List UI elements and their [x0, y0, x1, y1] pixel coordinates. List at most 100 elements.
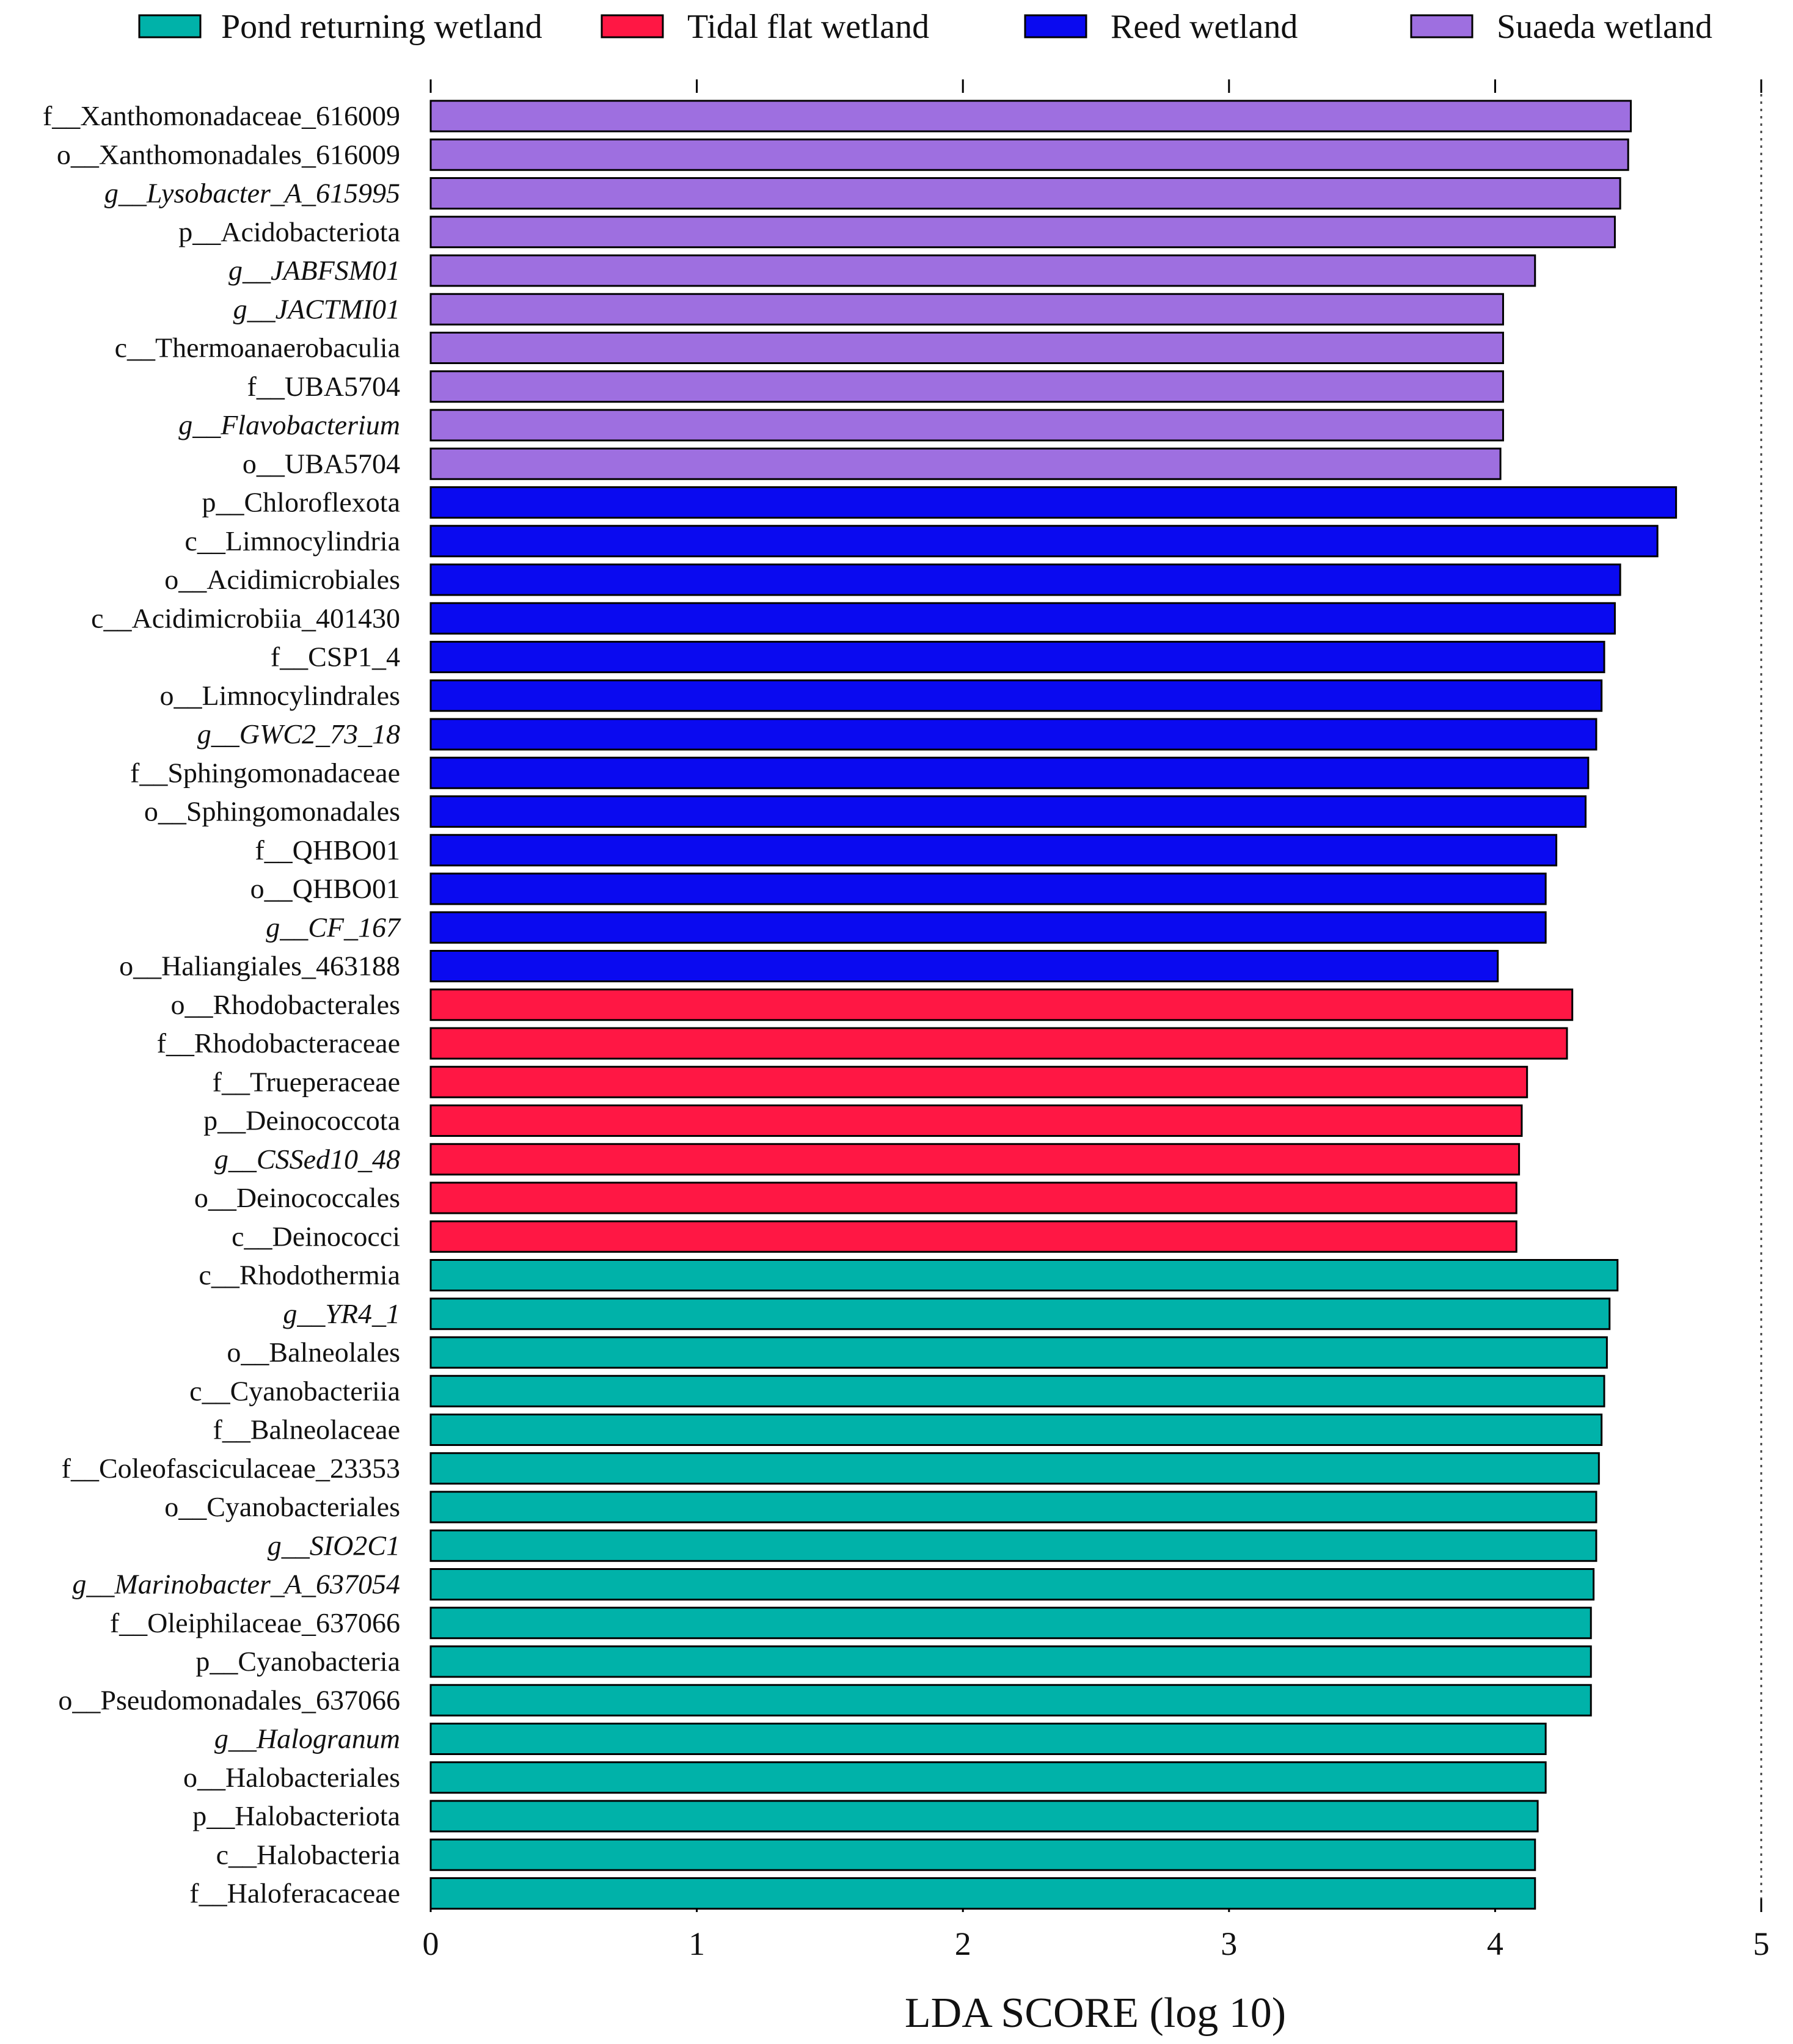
legend: Pond returning wetland Tidal flat wetland…	[138, 8, 1712, 46]
bar-o__Balneolales	[429, 1336, 1608, 1369]
legend-swatch-tidal	[601, 14, 664, 38]
bar-c__Deinococci	[429, 1220, 1517, 1253]
bar-o__Limnocylindrales	[429, 679, 1603, 712]
x-tick-label-5: 5	[1753, 1925, 1770, 1962]
bar-o__Halobacteriales	[429, 1761, 1547, 1794]
x-tick-label-0: 0	[423, 1925, 439, 1962]
bar-label-o__Pseudomonadales_637066: o__Pseudomonadales_637066	[58, 1684, 400, 1715]
bar-label-p__Cyanobacteria: p__Cyanobacteria	[195, 1646, 400, 1677]
bar-label-g__JABFSM01: g__JABFSM01	[228, 255, 400, 286]
bar-g__Flavobacterium	[429, 409, 1504, 442]
bar-o__QHBO01	[429, 872, 1547, 905]
x-tick-label-4: 4	[1487, 1925, 1503, 1962]
bar-f__Coleofasciculaceae_23353	[429, 1452, 1600, 1485]
bar-label-o__Deinococcales: o__Deinococcales	[194, 1182, 400, 1213]
bar-label-o__Xanthomonadales_616009: o__Xanthomonadales_616009	[57, 139, 400, 170]
bar-label-f__Trueperaceae: f__Trueperaceae	[213, 1066, 400, 1097]
bar-c__Rhodothermia	[429, 1259, 1619, 1291]
bar-label-f__Sphingomonadaceae: f__Sphingomonadaceae	[130, 757, 400, 788]
x-axis-title: LDA SCORE (log 10)	[905, 1990, 1286, 2037]
bar-label-p__Chloroflexota: p__Chloroflexota	[202, 487, 401, 518]
bar-label-c__Rhodothermia: c__Rhodothermia	[199, 1260, 400, 1291]
bar-label-p__Halobacteriota: p__Halobacteriota	[192, 1800, 400, 1831]
bar-label-c__Halobacteria: c__Halobacteria	[216, 1839, 400, 1870]
bar-label-g__Marinobacter_A_637054: g__Marinobacter_A_637054	[72, 1569, 400, 1600]
bar-p__Halobacteriota	[429, 1800, 1539, 1833]
bar-f__Balneolaceae	[429, 1414, 1603, 1446]
bar-label-f__CSP1_4: f__CSP1_4	[271, 641, 400, 673]
bar-g__Marinobacter_A_637054	[429, 1568, 1595, 1601]
bar-label-g__JACTMI01: g__JACTMI01	[233, 293, 400, 324]
bar-label-g__CF_167: g__CF_167	[266, 911, 401, 943]
legend-label-tidal: Tidal flat wetland	[687, 8, 929, 46]
bar-g__CSSed10_48	[429, 1143, 1521, 1176]
legend-swatch-suaeda	[1410, 14, 1473, 38]
bar-f__Sphingomonadaceae	[429, 756, 1590, 789]
bar-label-f__Haloferacaceae: f__Haloferacaceae	[189, 1878, 400, 1909]
bar-o__Sphingomonadales	[429, 795, 1587, 828]
bar-label-c__Deinococci: c__Deinococci	[232, 1221, 400, 1252]
bar-f__Xanthomonadaceae_616009	[429, 100, 1632, 133]
legend-swatch-reed	[1024, 14, 1087, 38]
bar-label-f__UBA5704: f__UBA5704	[247, 371, 400, 402]
bar-f__Oleiphilaceae_637066	[429, 1607, 1592, 1640]
bar-f__CSP1_4	[429, 641, 1605, 673]
bar-g__Lysobacter_A_615995	[429, 177, 1621, 210]
bar-o__Pseudomonadales_637066	[429, 1684, 1592, 1717]
bar-c__Acidimicrobiia_401430	[429, 602, 1616, 635]
bar-f__Trueperaceae	[429, 1065, 1528, 1098]
bar-g__SIO2C1	[429, 1529, 1598, 1562]
bar-o__Acidimicrobiales	[429, 563, 1621, 596]
bar-label-p__Acidobacteriota: p__Acidobacteriota	[178, 216, 400, 247]
axes: 0 1 2 3 4 5	[423, 79, 1770, 1962]
bar-label-f__Balneolaceae: f__Balneolaceae	[213, 1414, 400, 1445]
bar-label-o__Cyanobacteriales: o__Cyanobacteriales	[164, 1491, 400, 1522]
bar-g__CF_167	[429, 911, 1547, 944]
bar-label-c__Limnocylindria: c__Limnocylindria	[184, 525, 400, 557]
bar-label-g__GWC2_73_18: g__GWC2_73_18	[197, 718, 400, 750]
bar-label-o__UBA5704: o__UBA5704	[243, 448, 400, 479]
bar-label-o__Acidimicrobiales: o__Acidimicrobiales	[164, 564, 400, 595]
bar-label-o__Haliangiales_463188: o__Haliangiales_463188	[119, 951, 400, 982]
bar-g__Halogranum	[429, 1723, 1547, 1755]
bar-labels-group: f__Xanthomonadaceae_616009 o__Xanthomonad…	[43, 100, 401, 1909]
bar-o__Deinococcales	[429, 1181, 1517, 1214]
legend-label-reed: Reed wetland	[1111, 8, 1298, 46]
bar-label-g__Lysobacter_A_615995: g__Lysobacter_A_615995	[104, 178, 400, 209]
bar-f__Rhodobacteraceae	[429, 1027, 1568, 1060]
bar-label-c__Thermoanaerobaculia: c__Thermoanaerobaculia	[115, 332, 400, 363]
legend-label-pond: Pond returning wetland	[221, 8, 542, 46]
x-tick-label-1: 1	[688, 1925, 705, 1962]
bar-label-o__Halobacteriales: o__Halobacteriales	[183, 1762, 400, 1793]
legend-label-suaeda: Suaeda wetland	[1497, 8, 1712, 46]
bar-f__UBA5704	[429, 370, 1504, 403]
bar-c__Thermoanaerobaculia	[429, 332, 1504, 364]
bar-f__QHBO01	[429, 834, 1558, 867]
bar-p__Acidobacteriota	[429, 216, 1616, 249]
bar-label-g__Halogranum: g__Halogranum	[214, 1723, 400, 1754]
bar-p__Chloroflexota	[429, 486, 1678, 519]
bar-f__Haloferacaceae	[429, 1877, 1536, 1910]
bar-c__Cyanobacteriia	[429, 1374, 1605, 1407]
bar-g__YR4_1	[429, 1298, 1611, 1330]
bar-label-o__QHBO01: o__QHBO01	[250, 873, 400, 904]
bar-label-g__SIO2C1: g__SIO2C1	[268, 1530, 400, 1561]
bar-label-c__Cyanobacteriia: c__Cyanobacteriia	[189, 1375, 400, 1406]
bar-label-c__Acidimicrobiia_401430: c__Acidimicrobiia_401430	[91, 602, 400, 633]
bar-o__Rhodobacterales	[429, 988, 1574, 1021]
bar-label-o__Limnocylindrales: o__Limnocylindrales	[160, 680, 400, 711]
bar-label-o__Balneolales: o__Balneolales	[227, 1337, 400, 1368]
bar-g__GWC2_73_18	[429, 718, 1598, 751]
bar-o__Xanthomonadales_616009	[429, 138, 1629, 171]
x-tick-label-2: 2	[955, 1925, 971, 1962]
bar-label-f__QHBO01: f__QHBO01	[255, 834, 400, 866]
bar-label-f__Coleofasciculaceae_23353: f__Coleofasciculaceae_23353	[62, 1453, 400, 1484]
bar-label-f__Xanthomonadaceae_616009: f__Xanthomonadaceae_616009	[43, 100, 400, 131]
bar-p__Deinococcota	[429, 1104, 1523, 1137]
bar-label-f__Rhodobacteraceae: f__Rhodobacteraceae	[157, 1027, 400, 1059]
x-tick-label-3: 3	[1221, 1925, 1237, 1962]
bar-c__Limnocylindria	[429, 525, 1659, 558]
bar-g__JACTMI01	[429, 293, 1504, 326]
legend-swatch-pond	[138, 14, 202, 38]
